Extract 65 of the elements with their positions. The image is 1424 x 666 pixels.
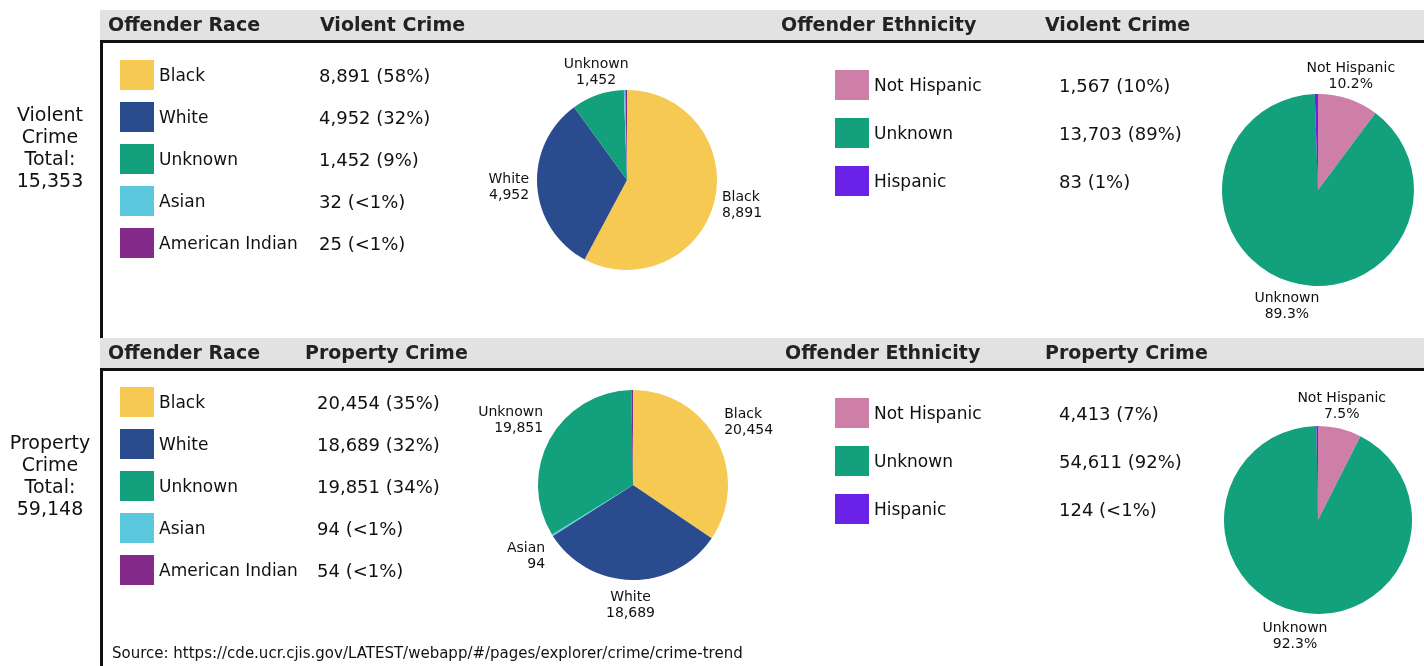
chart-title: Violent Crime — [320, 13, 466, 35]
text: 94 — [527, 554, 546, 571]
legend-label: Not Hispanic — [874, 403, 982, 423]
data-label: 25 (<1%) — [319, 232, 406, 254]
slice-label: Unknown — [563, 54, 629, 71]
legend-label: Hispanic — [874, 499, 947, 519]
legend-label: White — [159, 107, 209, 127]
legend-label: Unknown — [874, 123, 953, 143]
text: 1,452 — [576, 70, 617, 87]
source-note: Source: https://cde.ucr.cjis.gov/LATEST/webapp/#/pages/explorer/crime/crime-trend — [112, 644, 743, 662]
data-label: 54 (<1%) — [317, 559, 404, 581]
text: Property Crime Total: 59,148 — [8, 431, 92, 519]
legend-label: Hispanic — [874, 171, 947, 191]
text: 20,454 — [724, 421, 774, 438]
chart-title: Property Crime — [1045, 341, 1208, 363]
text: 89.3% — [1264, 305, 1310, 322]
legend-label: American Indian — [159, 560, 298, 580]
legend-label: Unknown — [874, 451, 953, 471]
legend-label: Black — [159, 392, 206, 412]
slice-label: White — [488, 169, 530, 186]
slice-label: Not Hispanic — [1306, 59, 1396, 76]
slice-label: Black — [724, 405, 763, 422]
text: 92.3% — [1272, 635, 1318, 652]
text: 8,891 — [721, 204, 763, 221]
legend-label: Unknown — [159, 149, 238, 169]
slice-label: Black — [721, 188, 761, 205]
legend-title: Offender Race — [108, 341, 261, 363]
data-label: 19,851 (34%) — [317, 475, 440, 497]
text: 4,952 — [489, 185, 530, 202]
text: 18,689 — [606, 603, 656, 620]
legend-label: Asian — [159, 518, 206, 538]
slice-label: Unknown — [478, 402, 544, 419]
data-label: 1,567 (10%) — [1059, 74, 1171, 96]
data-label: 1,452 (9%) — [319, 148, 419, 170]
slice-label: Not Hispanic — [1297, 388, 1386, 405]
data-label: 18,689 (32%) — [317, 433, 440, 455]
slice-label: Unknown — [1254, 289, 1320, 306]
text: 7.5% — [1323, 404, 1360, 421]
data-label: 8,891 (58%) — [319, 64, 431, 86]
text: 10.2% — [1328, 75, 1374, 92]
legend-title: Offender Ethnicity — [785, 341, 981, 363]
slice-label: Asian — [506, 538, 546, 555]
legend-label: Black — [159, 65, 206, 85]
text: 19,851 — [494, 418, 544, 435]
data-label: 13,703 (89%) — [1059, 122, 1182, 144]
data-label: 20,454 (35%) — [317, 391, 440, 413]
slice-label: White — [610, 587, 651, 604]
legend-title: Offender Race — [108, 13, 261, 35]
legend-label: Not Hispanic — [874, 75, 982, 95]
data-label: 94 (<1%) — [317, 517, 404, 539]
slice-label: Unknown — [1262, 619, 1328, 636]
legend-label: White — [159, 434, 209, 454]
text: Violent Crime Total: 15,353 — [15, 103, 85, 191]
data-label: 54,611 (92%) — [1059, 450, 1182, 472]
legend-title: Offender Ethnicity — [781, 13, 977, 35]
legend-label: Unknown — [159, 476, 238, 496]
data-label: 83 (1%) — [1059, 170, 1131, 192]
legend-label: American Indian — [159, 233, 298, 253]
legend-label: Asian — [159, 191, 206, 211]
chart-title: Property Crime — [305, 341, 468, 363]
chart-title: Violent Crime — [1045, 13, 1191, 35]
data-label: 4,413 (7%) — [1059, 402, 1159, 424]
data-label: 32 (<1%) — [319, 190, 406, 212]
data-label: 4,952 (32%) — [319, 106, 431, 128]
data-label: 124 (<1%) — [1059, 498, 1157, 520]
